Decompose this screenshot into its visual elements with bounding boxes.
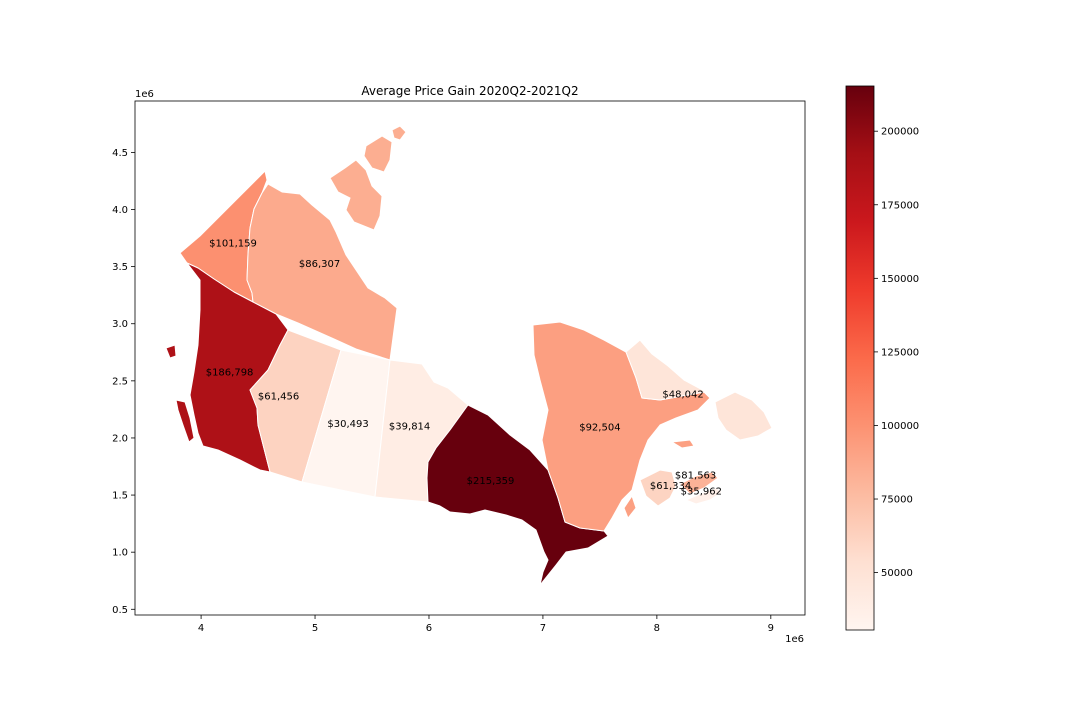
gulf-islands xyxy=(623,439,695,519)
region-label: $101,159 xyxy=(209,239,257,250)
x-tick-label: 6 xyxy=(426,623,432,634)
region-label: $61,456 xyxy=(258,392,299,403)
region-label: $86,307 xyxy=(299,259,340,270)
colorbar-gradient xyxy=(845,85,875,631)
region-label: $92,504 xyxy=(579,423,620,434)
y-tick-label: 4.0 xyxy=(112,205,128,216)
x-tick-label: 7 xyxy=(540,623,546,634)
x-tick-label: 9 xyxy=(768,623,774,634)
colorbar-tick-label: 150000 xyxy=(881,274,919,285)
colorbar-tick-label: 50000 xyxy=(881,568,913,579)
region-label: $81,563 xyxy=(675,471,716,482)
region-labels: $101,159 $86,307 $186,798 $61,456 $30,493 $39… xyxy=(206,239,722,498)
region-label: $61,334 xyxy=(650,481,691,492)
x-tick-label: 5 xyxy=(312,623,318,634)
region-label: $186,798 xyxy=(206,368,254,379)
x-offset-label: 1e6 xyxy=(785,634,804,645)
y-tick-label: 4.5 xyxy=(112,148,128,159)
region-label: $215,359 xyxy=(467,476,515,487)
region-new-brunswick xyxy=(639,469,677,507)
region-newfoundland xyxy=(625,339,773,441)
region-label: $39,814 xyxy=(389,421,430,432)
y-axis: 0.5 1.0 1.5 2.0 2.5 3.0 3.5 4.0 4.5 1e6 xyxy=(112,89,154,616)
colorbar-tick-label: 100000 xyxy=(881,421,919,432)
y-tick-label: 1.0 xyxy=(112,548,128,559)
colorbar-tick-label: 200000 xyxy=(881,127,919,138)
y-offset-label: 1e6 xyxy=(135,89,154,100)
y-tick-label: 0.5 xyxy=(112,605,128,616)
region-label: $30,493 xyxy=(327,419,368,430)
region-label: $35,962 xyxy=(681,486,722,497)
colorbar: 50000 75000 100000 125000 150000 175000 200000 xyxy=(845,85,919,631)
x-tick-label: 8 xyxy=(654,623,660,634)
x-axis: 4 5 6 7 8 9 1e6 xyxy=(198,615,804,645)
y-tick-label: 3.5 xyxy=(112,262,128,273)
region-nova-scotia xyxy=(679,471,719,495)
y-tick-label: 1.5 xyxy=(112,491,128,502)
colorbar-tick-label: 75000 xyxy=(881,495,913,506)
chart-title: Average Price Gain 2020Q2-2021Q2 xyxy=(361,84,578,98)
x-tick-label: 4 xyxy=(198,623,204,634)
y-tick-label: 2.0 xyxy=(112,433,128,444)
colorbar-tick-label: 175000 xyxy=(881,200,919,211)
map-axes: $101,159 $86,307 $186,798 $61,456 $30,493 $39… xyxy=(112,89,806,645)
region-pei xyxy=(685,487,723,505)
y-tick-label: 3.0 xyxy=(112,319,128,330)
y-tick-label: 2.5 xyxy=(112,376,128,387)
provinces xyxy=(165,170,773,586)
arctic-islands xyxy=(329,125,407,231)
region-label: $48,042 xyxy=(662,389,703,400)
colorbar-tick-label: 125000 xyxy=(881,347,919,358)
